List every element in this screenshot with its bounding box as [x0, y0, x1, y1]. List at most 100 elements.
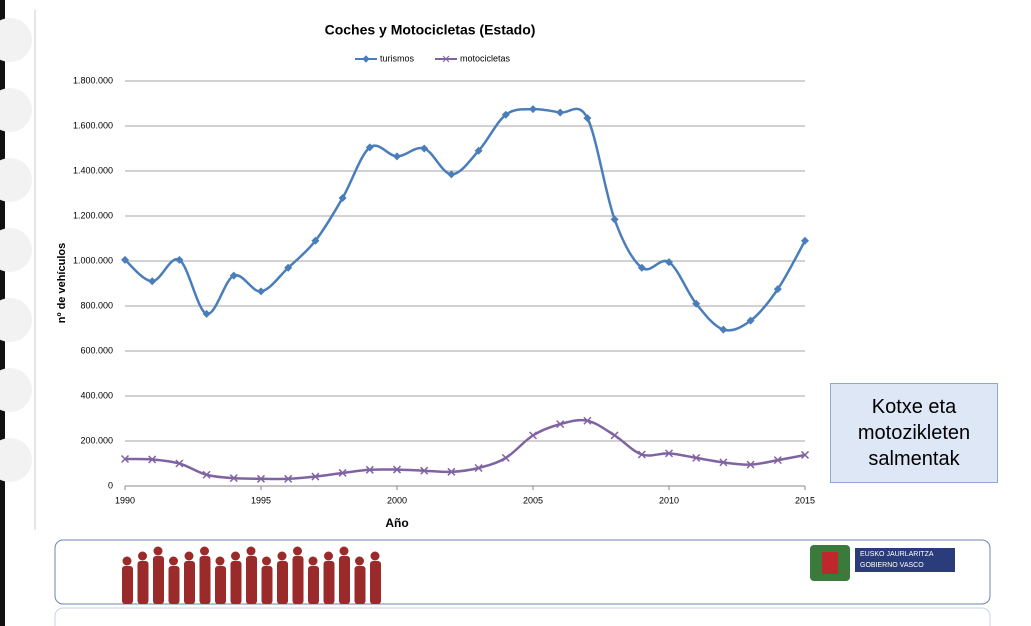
- deco-circle: [0, 88, 32, 132]
- marker: [284, 263, 293, 272]
- person-head: [308, 556, 318, 566]
- decoration: [0, 18, 32, 482]
- marker: [311, 472, 320, 481]
- person-body: [153, 556, 164, 604]
- person-body: [370, 561, 381, 604]
- marker: [664, 449, 674, 458]
- marker: [120, 454, 130, 464]
- person-head: [339, 546, 349, 556]
- person-head: [153, 546, 163, 556]
- marker: [610, 431, 619, 440]
- person-head: [138, 551, 147, 561]
- marker: [583, 114, 592, 123]
- logo-box: [855, 548, 955, 572]
- deco-circle: [0, 228, 32, 272]
- marker: [420, 466, 429, 475]
- person-head: [370, 551, 380, 561]
- marker: [474, 463, 483, 473]
- person-head: [293, 546, 302, 556]
- person-body: [168, 566, 180, 604]
- y-axis-label: nº de vehículos: [56, 243, 68, 323]
- y-tick-label: 1.800.000: [73, 75, 113, 85]
- marker: [338, 468, 347, 477]
- person-body: [122, 566, 133, 604]
- deco-circle: [0, 158, 32, 202]
- x-tick-label: 2005: [523, 495, 543, 505]
- footer-banner: [54, 539, 991, 605]
- deco-circle: [0, 438, 32, 482]
- marker: [365, 143, 374, 152]
- person-body: [277, 561, 288, 604]
- x-tick-label: 2010: [659, 495, 679, 505]
- marker: [746, 316, 755, 325]
- person-body: [354, 566, 366, 604]
- chart-title: Coches y Motocicletas (Estado): [325, 22, 536, 38]
- logo-shield: [822, 552, 838, 574]
- marker: [692, 299, 701, 308]
- person-head: [246, 546, 256, 556]
- person-body: [199, 556, 211, 604]
- marker: [501, 110, 510, 119]
- x-tick-label: 1990: [115, 495, 135, 505]
- person-body: [246, 556, 257, 604]
- y-tick-label: 800.000: [80, 300, 113, 310]
- y-tick-label: 0: [108, 480, 113, 490]
- legend-label: motocicletas: [460, 53, 511, 63]
- y-tick-label: 200.000: [80, 435, 113, 445]
- marker: [311, 236, 320, 245]
- marker: [392, 465, 402, 474]
- marker: [501, 453, 510, 462]
- marker: [257, 287, 265, 296]
- marker: [121, 255, 129, 264]
- marker: [148, 455, 157, 464]
- marker: [692, 453, 701, 462]
- marker: [556, 420, 565, 429]
- marker: [338, 194, 347, 202]
- x-axis-label: Año: [385, 516, 408, 530]
- marker: [447, 170, 456, 179]
- series-line: [124, 418, 806, 481]
- marker: [365, 465, 374, 474]
- person-body: [339, 556, 350, 604]
- person-head: [184, 551, 194, 561]
- marker: [610, 215, 619, 224]
- marker: [583, 416, 592, 425]
- person-head: [231, 551, 240, 561]
- legend-marker: [442, 55, 450, 63]
- logo-text: EUSKO JAURLARITZA: [860, 551, 934, 558]
- marker: [175, 255, 184, 264]
- person-head: [215, 556, 225, 566]
- deco-circle: [0, 368, 32, 412]
- marker: [474, 146, 483, 155]
- deco-circle: [0, 298, 32, 342]
- marker: [529, 105, 537, 114]
- y-tick-label: 400.000: [80, 390, 113, 400]
- marker: [637, 450, 646, 459]
- x-tick-label: 1995: [251, 495, 271, 505]
- person-head: [169, 556, 178, 566]
- deco-circle: [0, 18, 32, 62]
- series-line: [124, 107, 807, 332]
- marker: [393, 152, 401, 161]
- person-head: [324, 551, 333, 561]
- person-head: [200, 546, 209, 556]
- person-body: [230, 561, 242, 604]
- marker: [800, 450, 810, 459]
- y-tick-label: 1.200.000: [73, 210, 113, 220]
- marker: [637, 263, 646, 272]
- person-head: [262, 556, 271, 566]
- marker: [528, 431, 538, 440]
- marker: [773, 285, 782, 294]
- marker: [229, 271, 238, 280]
- legend-label: turismos: [380, 53, 415, 63]
- logo-text: GOBIERNO VASCO: [860, 562, 924, 569]
- marker: [447, 467, 456, 476]
- person-head: [122, 556, 132, 566]
- x-tick-label: 2000: [387, 495, 407, 505]
- x-tick-label: 2015: [795, 495, 815, 505]
- people-silhouettes: [122, 546, 381, 604]
- person-body: [323, 561, 335, 604]
- marker: [719, 325, 728, 334]
